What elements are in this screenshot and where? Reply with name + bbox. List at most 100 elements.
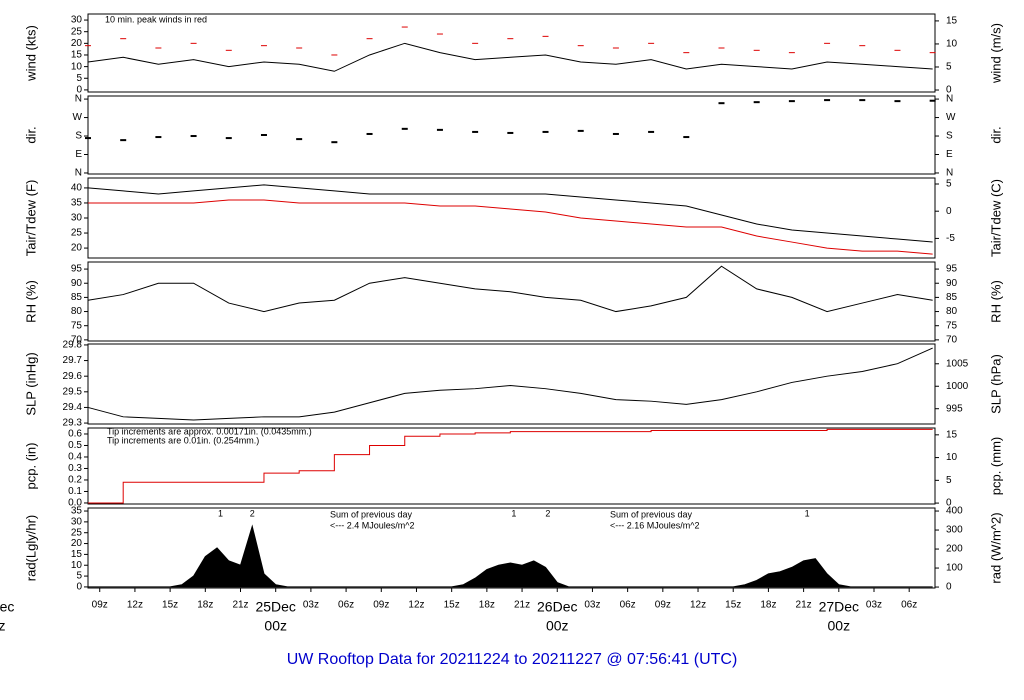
y2-tick-label: 995 [946,403,963,414]
y-axis-label: dir. [23,126,38,143]
y2-tick-label: 0 [946,206,952,217]
point [436,128,443,131]
y-axis-label: Tair/Tdew (F) [23,180,38,257]
point [120,139,127,142]
y2-tick-label: 95 [946,264,958,275]
panel-frame [87,507,936,589]
x-tick-label: 09z [92,600,108,611]
y2-tick-label: S [946,131,953,142]
y-axis-label: SLP (inHg) [23,352,38,415]
point [542,130,549,133]
date-hour-label: 00z [264,618,287,634]
annotation: Tip increments are 0.01in. (0.254mm.) [107,435,259,445]
y-tick-label: 85 [71,292,83,303]
y2-tick-label: 80 [946,306,958,317]
point [859,99,866,102]
y-tick-label: 10 [71,560,83,571]
y2-tick-label: W [946,112,956,123]
x-tick-label: 18z [197,600,213,611]
y-axis-label: wind (kts) [23,25,38,82]
y-tick-label: 30 [71,213,83,224]
point [260,134,267,136]
y-tick-label: 20 [71,243,83,254]
y2-axis-label: SLP (hPa) [988,354,1003,414]
y-tick-label: 0.3 [68,463,82,474]
y-tick-label: 15 [71,50,83,61]
date-label: 24Dec [0,599,14,615]
y-tick-label: 80 [71,306,83,317]
x-tick-label: 18z [479,600,495,611]
date-label: 27Dec [819,599,859,615]
x-tick-label: 12z [127,600,143,611]
panel-frame [87,261,936,342]
x-tick-label: 09z [373,600,389,611]
day-marker: 2 [250,508,255,518]
point [296,138,303,141]
line [87,42,933,72]
line [87,347,933,421]
y2-tick-label: N [946,168,953,179]
y2-axis-label: dir. [988,126,1003,143]
y-tick-label: N [75,168,82,179]
y-tick-label: 75 [71,320,83,331]
y2-tick-label: 70 [946,335,958,346]
point [612,132,619,135]
y-tick-label: 30 [71,15,83,26]
day-marker: 1 [511,508,516,518]
y2-axis-label: Tair/Tdew (C) [988,179,1003,257]
line [87,265,933,313]
y-tick-label: N [75,94,82,105]
y2-tick-label: 0 [946,85,952,96]
point [648,130,655,133]
date-label: 26Dec [537,599,577,615]
point [85,137,91,140]
x-tick-label: 12z [690,600,706,611]
point [190,135,197,138]
y2-tick-label: 400 [946,506,963,517]
point [155,136,162,139]
y2-tick-label: 15 [946,429,958,440]
point [683,136,690,139]
y-tick-label: 20 [71,38,83,49]
annotation: Sum of previous day [330,509,413,519]
y2-tick-label: 85 [946,292,958,303]
x-tick-label: 03z [303,600,319,611]
day-marker: 1 [218,508,223,518]
point [401,127,408,130]
point [824,99,831,102]
y2-tick-label: 75 [946,320,958,331]
y-tick-label: 0 [76,85,82,96]
area [88,524,933,588]
annotation: <--- 2.4 MJoules/m^2 [330,520,415,530]
y-tick-label: 90 [71,278,83,289]
y2-tick-label: 300 [946,525,963,536]
y-tick-label: 25 [71,26,83,37]
x-tick-label: 21z [796,600,812,611]
x-tick-label: 21z [514,600,530,611]
y-tick-label: 0.4 [68,452,82,463]
date-hour-label: 00z [828,618,851,634]
y2-tick-label: 200 [946,544,963,555]
annotation: <--- 2.16 MJoules/m^2 [610,520,700,530]
point [753,101,760,104]
panel-frame [87,343,936,425]
point [472,130,479,133]
y2-axis-label: RH (%) [988,280,1003,323]
x-tick-label: 15z [725,600,741,611]
line [88,199,933,255]
y-tick-label: 25 [71,228,83,239]
y-tick-label: W [73,112,83,123]
y-tick-label: 70 [71,335,83,346]
y2-tick-label: 90 [946,278,958,289]
y-tick-label: 0.5 [68,440,82,451]
y-tick-label: 29.7 [63,355,83,366]
y-tick-label: 35 [71,506,83,517]
y-tick-label: 0.0 [68,498,82,509]
y-tick-label: 5 [76,73,82,84]
y2-tick-label: 10 [946,452,958,463]
y2-tick-label: 5 [946,62,952,73]
y-tick-label: E [75,149,82,160]
panel-frame [87,95,936,175]
y-tick-label: 5 [76,571,82,582]
y-tick-label: 29.3 [63,418,83,429]
